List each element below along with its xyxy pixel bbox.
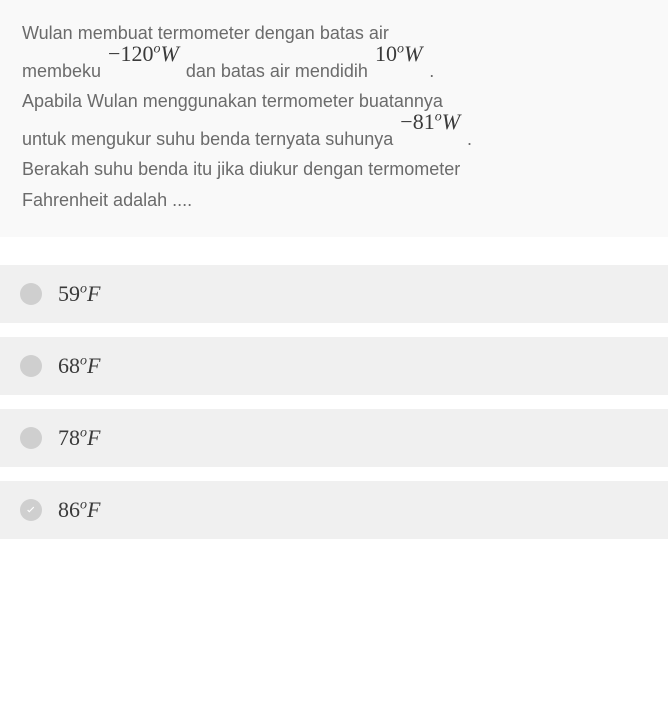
option-4-text: 86oF bbox=[58, 497, 100, 523]
period-1: . bbox=[429, 60, 434, 80]
option-1[interactable]: 59oF bbox=[0, 265, 668, 323]
option-1-text: 59oF bbox=[58, 281, 100, 307]
option-4[interactable]: 86oF bbox=[0, 481, 668, 539]
radio-checked-icon bbox=[20, 499, 42, 521]
period-2: . bbox=[467, 128, 472, 148]
radio-unchecked-icon bbox=[20, 355, 42, 377]
question-line-5b: Fahrenheit adalah .... bbox=[22, 185, 646, 216]
option-3[interactable]: 78oF bbox=[0, 409, 668, 467]
text-dan: dan batas air mendidih bbox=[186, 60, 368, 80]
boil-point-value: 10oW bbox=[373, 35, 424, 72]
text-membeku: membeku bbox=[22, 60, 101, 80]
question-line-5a: Berakah suhu benda itu jika diukur denga… bbox=[22, 154, 646, 185]
option-2-text: 68oF bbox=[58, 353, 100, 379]
question-line-3: Apabila Wulan menggunakan termometer bua… bbox=[22, 86, 646, 117]
text-untuk: untuk mengukur suhu benda ternyata suhun… bbox=[22, 128, 393, 148]
option-3-text: 78oF bbox=[58, 425, 100, 451]
radio-unchecked-icon bbox=[20, 427, 42, 449]
radio-unchecked-icon bbox=[20, 283, 42, 305]
question-line-4: untuk mengukur suhu benda ternyata suhun… bbox=[22, 117, 646, 154]
question-block: Wulan membuat termometer dengan batas ai… bbox=[0, 0, 668, 237]
freeze-point-value: −120oW bbox=[106, 35, 181, 72]
options-list: 59oF 68oF 78oF 86oF bbox=[0, 265, 668, 539]
option-2[interactable]: 68oF bbox=[0, 337, 668, 395]
question-line-2: membeku −120oW dan batas air mendidih 10… bbox=[22, 49, 646, 86]
measured-value: −81oW bbox=[398, 103, 462, 140]
